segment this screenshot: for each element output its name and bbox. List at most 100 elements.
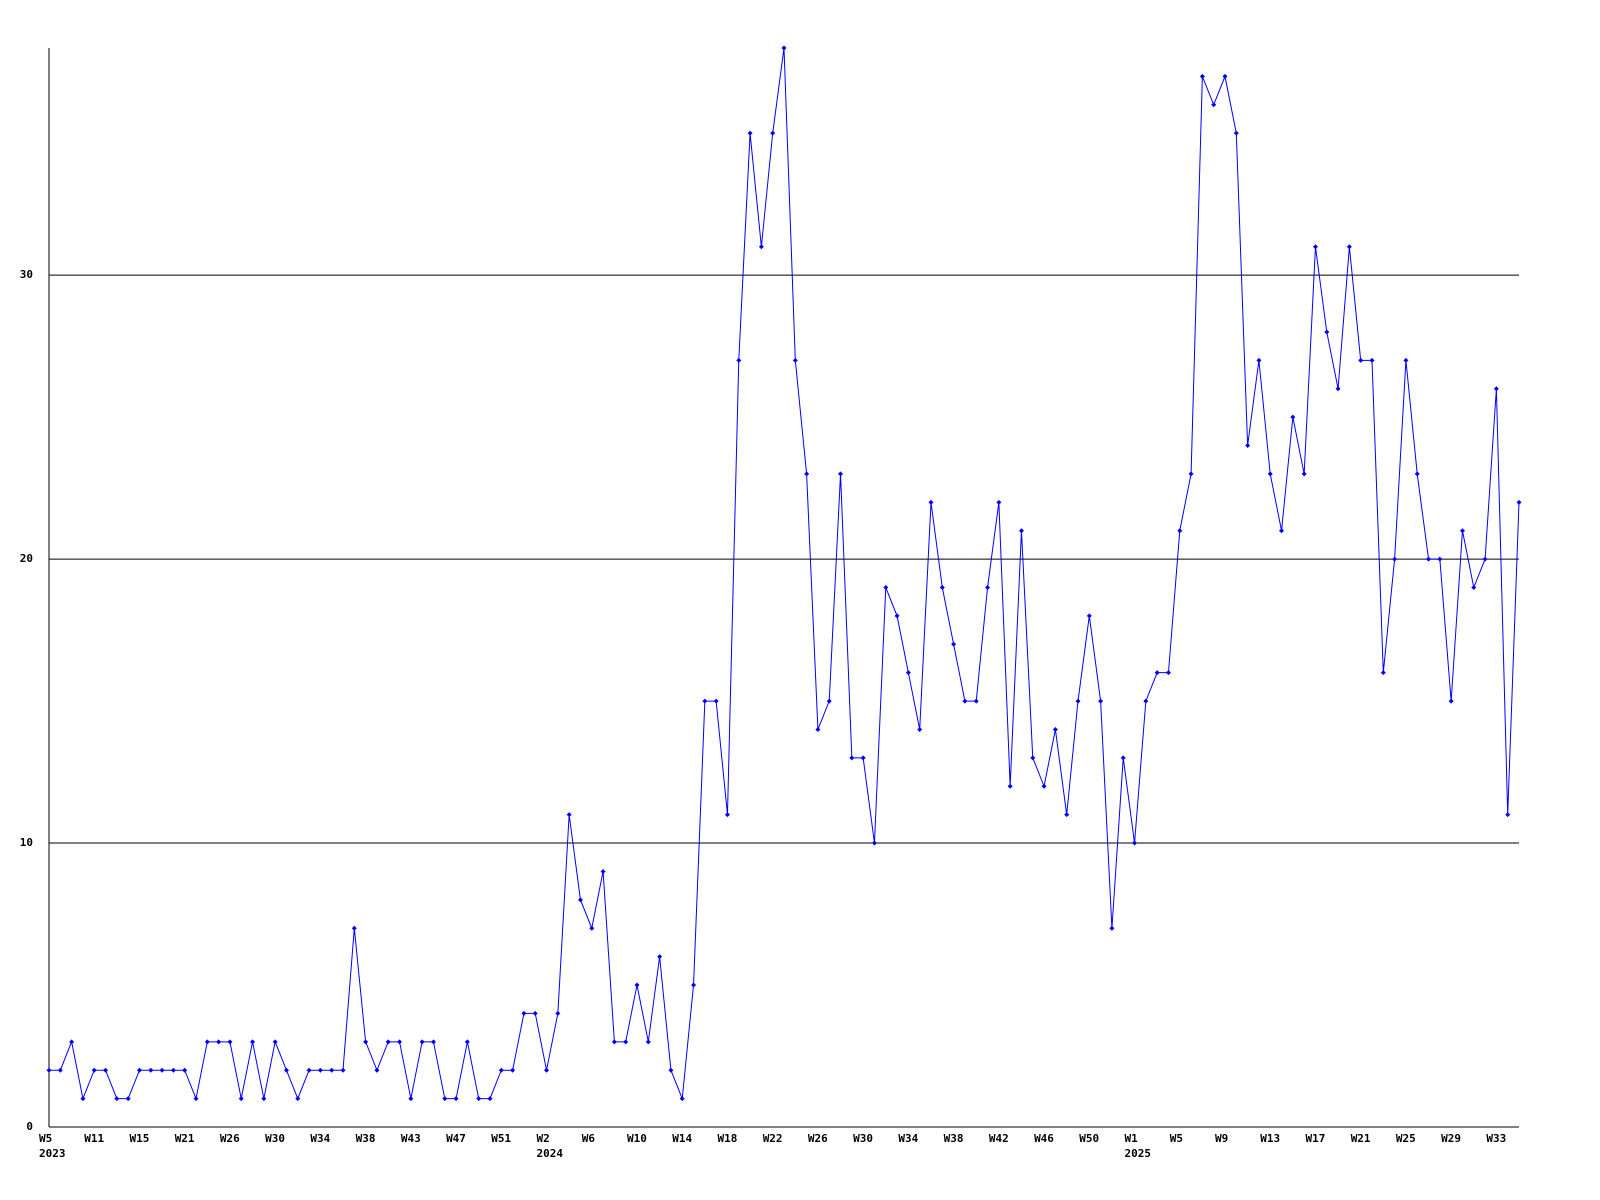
- point: [973, 698, 979, 704]
- point: [1471, 585, 1477, 590]
- x-tick-label: W34: [310, 1132, 330, 1145]
- point: [1165, 670, 1171, 676]
- point: [1132, 840, 1138, 846]
- point: [1222, 73, 1228, 79]
- point: [329, 1067, 335, 1073]
- point: [136, 1067, 142, 1073]
- point: [521, 1010, 527, 1016]
- point: [577, 897, 583, 903]
- point: [600, 868, 606, 874]
- x-tick-label: W43: [401, 1132, 421, 1145]
- point: [905, 670, 911, 676]
- point: [250, 1039, 256, 1045]
- point: [1109, 925, 1115, 931]
- point: [1120, 755, 1126, 761]
- point: [363, 1039, 369, 1045]
- point: [1279, 528, 1285, 534]
- point: [679, 1096, 685, 1102]
- point: [691, 982, 697, 988]
- point: [487, 1096, 493, 1102]
- x-tick-label: W47: [446, 1132, 466, 1145]
- point: [57, 1067, 63, 1073]
- point: [1086, 613, 1092, 619]
- point: [204, 1039, 210, 1045]
- point: [216, 1039, 222, 1045]
- x-tick-label: W13: [1260, 1132, 1280, 1145]
- point: [532, 1010, 538, 1016]
- point: [1290, 414, 1296, 420]
- point: [148, 1067, 154, 1073]
- point: [849, 755, 855, 761]
- y-tick-label: 20: [20, 552, 33, 565]
- point: [747, 130, 753, 136]
- point: [1030, 755, 1036, 761]
- y-tick-label: 30: [20, 268, 33, 281]
- point: [1516, 499, 1522, 505]
- x-tick-label: W38: [356, 1132, 376, 1145]
- point: [1482, 556, 1488, 562]
- y-tick-label: 0: [26, 1120, 33, 1133]
- point: [1414, 471, 1420, 477]
- point: [374, 1067, 380, 1073]
- point: [1493, 386, 1499, 392]
- point: [430, 1039, 436, 1045]
- point: [419, 1039, 425, 1045]
- point: [397, 1039, 403, 1045]
- point: [340, 1067, 346, 1073]
- point: [1154, 670, 1160, 676]
- point: [170, 1067, 176, 1073]
- point: [442, 1096, 448, 1102]
- point: [770, 130, 776, 136]
- x-tick-label: W11: [84, 1132, 104, 1145]
- x-tick-label: W5: [1170, 1132, 1183, 1145]
- point: [408, 1096, 414, 1102]
- x-tick-label: W50: [1079, 1132, 1099, 1145]
- y-tick-label: 10: [20, 836, 33, 849]
- x-tick-label: W5: [39, 1132, 52, 1145]
- point: [1346, 244, 1352, 250]
- line: [49, 47, 1520, 1101]
- point: [758, 244, 764, 250]
- x-tick-label: W33: [1486, 1132, 1506, 1145]
- point: [238, 1096, 244, 1102]
- x-tick-label: W22: [763, 1132, 783, 1145]
- point: [860, 755, 866, 761]
- point: [713, 698, 719, 704]
- point: [634, 982, 640, 988]
- point: [951, 641, 957, 647]
- point: [883, 585, 889, 590]
- x-tick-label: W34: [898, 1132, 918, 1145]
- point: [80, 1096, 86, 1102]
- point: [838, 471, 844, 477]
- point: [894, 613, 900, 619]
- point: [1335, 386, 1341, 392]
- x-year-label: 2025: [1125, 1147, 1152, 1160]
- point: [125, 1096, 131, 1102]
- point: [962, 698, 968, 704]
- point: [1052, 726, 1058, 732]
- point: [702, 698, 708, 704]
- point: [1233, 130, 1239, 136]
- point: [985, 585, 991, 590]
- point: [295, 1096, 301, 1102]
- point: [611, 1039, 617, 1045]
- point: [871, 840, 877, 846]
- point: [1380, 670, 1386, 676]
- point: [939, 585, 945, 590]
- x-tick-label: W15: [129, 1132, 149, 1145]
- point: [657, 954, 663, 960]
- x-tick-label: W9: [1215, 1132, 1228, 1145]
- point: [1267, 471, 1273, 477]
- point: [1256, 357, 1262, 363]
- point: [1301, 471, 1307, 477]
- point: [272, 1039, 278, 1045]
- x-tick-label: W25: [1396, 1132, 1416, 1145]
- point: [1075, 698, 1081, 704]
- point: [1177, 528, 1183, 534]
- x-tick-label: W21: [1351, 1132, 1371, 1145]
- x-tick-label: W29: [1441, 1132, 1461, 1145]
- x-tick-label: W14: [672, 1132, 692, 1145]
- point: [476, 1096, 482, 1102]
- point: [928, 499, 934, 505]
